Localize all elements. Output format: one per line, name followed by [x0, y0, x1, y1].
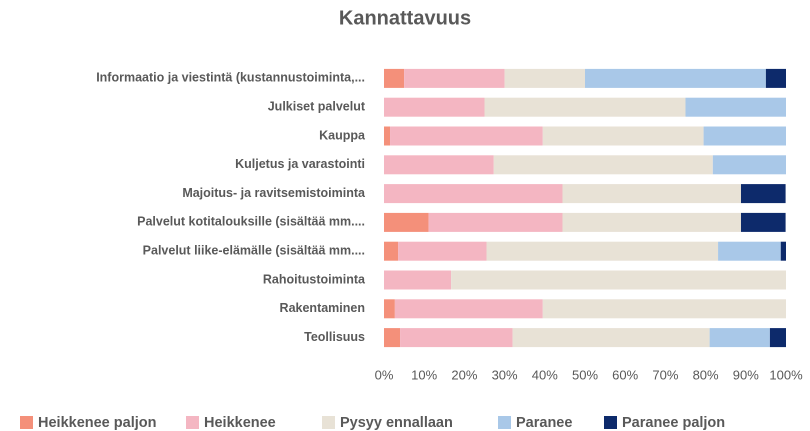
bar-segment [384, 97, 485, 117]
y-tick-label: Julkiset palvelut [268, 99, 366, 113]
x-tick-label: 60% [612, 367, 638, 382]
bar-segment [384, 184, 563, 204]
bar-segment [493, 155, 713, 175]
legend-swatch [322, 416, 335, 429]
y-tick-label: Rakentaminen [280, 301, 365, 315]
bar-segment [685, 97, 786, 117]
y-tick-label: Palvelut kotitalouksille (sisältää mm...… [137, 215, 365, 229]
bar-segment [712, 155, 786, 175]
bar-segment [384, 241, 399, 261]
bar-segment [740, 184, 786, 204]
x-tick-label: 30% [492, 367, 518, 382]
y-tick-label: Kuljetus ja varastointi [235, 157, 365, 171]
bar-segment [512, 328, 710, 348]
y-tick-label: Kauppa [319, 128, 366, 142]
x-tick-label: 50% [572, 367, 598, 382]
legend-label: Heikkenee paljon [38, 415, 156, 431]
bar-segment [740, 212, 786, 232]
bar-segment [562, 184, 741, 204]
bar-segment [384, 68, 405, 88]
bar-segment [780, 241, 786, 261]
legend-label: Paranee [516, 415, 572, 431]
bar-segment [384, 155, 494, 175]
legend-swatch [186, 416, 199, 429]
y-tick-label: Palvelut liike-elämälle (sisältää mm.... [143, 243, 365, 257]
bar-segment [384, 126, 391, 146]
x-tick-label: 100% [769, 367, 803, 382]
bar-segment [765, 68, 786, 88]
x-tick-label: 20% [451, 367, 477, 382]
legend-swatch [604, 416, 617, 429]
x-tick-label: 90% [733, 367, 759, 382]
bar-segment [504, 68, 585, 88]
bar-segment [451, 270, 786, 290]
bar-segment [384, 299, 395, 319]
bar-segment [484, 97, 686, 117]
x-tick-label: 70% [652, 367, 678, 382]
y-tick-label: Majoitus- ja ravitsemistoiminta [182, 186, 366, 200]
legend-label: Paranee paljon [622, 415, 725, 431]
legend-swatch [498, 416, 511, 429]
bar-segment [400, 328, 513, 348]
bar-segment [585, 68, 766, 88]
bar-segment [542, 126, 704, 146]
y-tick-label: Teollisuus [304, 330, 365, 344]
y-tick-label: Rahoitustoiminta [263, 272, 366, 286]
x-tick-label: 0% [375, 367, 394, 382]
bar-segment [384, 212, 429, 232]
bar-segment [709, 328, 770, 348]
bar-segment [384, 328, 401, 348]
bar-segment [562, 212, 741, 232]
x-tick-label: 10% [411, 367, 437, 382]
bar-segment [390, 126, 543, 146]
legend-label: Heikkenee [204, 415, 276, 431]
bar-segment [404, 68, 505, 88]
bar-segment [542, 299, 786, 319]
bar-segment [394, 299, 543, 319]
legend-label: Pysyy ennallaan [340, 415, 453, 431]
bar-segment [486, 241, 719, 261]
bar-segment [428, 212, 563, 232]
x-tick-label: 40% [532, 367, 558, 382]
bar-segment [384, 270, 452, 290]
bar-segment [718, 241, 781, 261]
bar-segment [398, 241, 487, 261]
bar-segment [703, 126, 786, 146]
chart-title: Kannattavuus [339, 7, 471, 29]
bar-segment [769, 328, 786, 348]
x-tick-label: 80% [693, 367, 719, 382]
legend-swatch [20, 416, 33, 429]
y-tick-label: Informaatio ja viestintä (kustannustoimi… [96, 71, 365, 85]
